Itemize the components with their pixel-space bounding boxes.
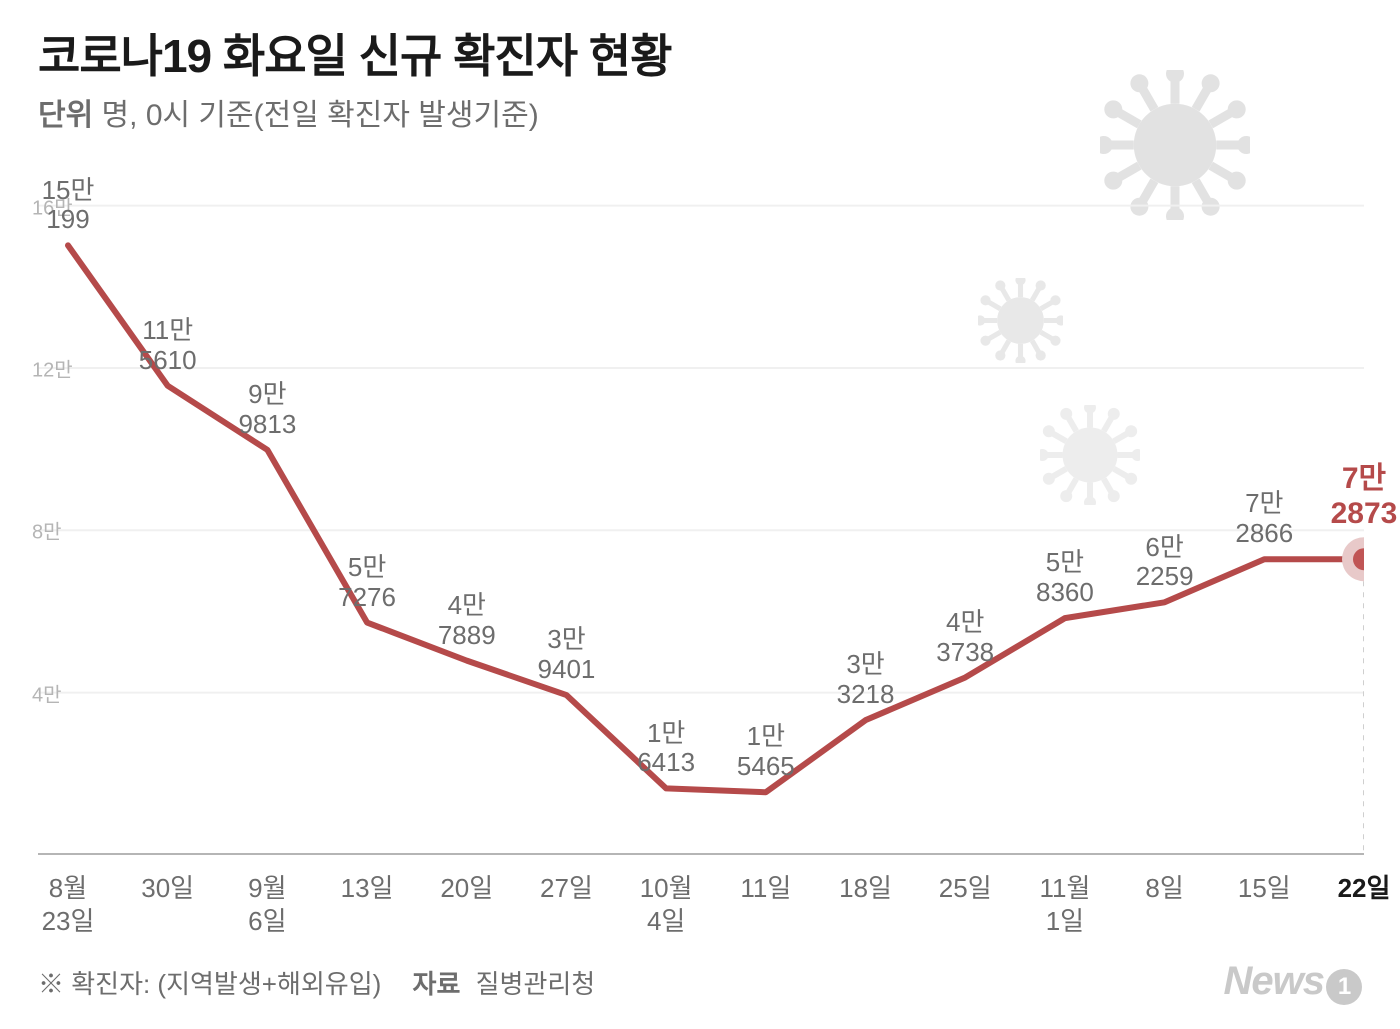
y-axis-tick: 4만 xyxy=(32,678,62,707)
data-point-label: 3만3218 xyxy=(837,650,895,710)
x-axis-tick: 11월1일 xyxy=(1039,872,1090,937)
x-axis-tick: 10월4일 xyxy=(640,872,693,937)
logo-text: News xyxy=(1224,959,1325,1003)
x-axis-tick: 30일 xyxy=(141,872,194,905)
x-axis-tick: 27일 xyxy=(540,872,593,905)
subtitle-unit-text: 명, 0시 기준(전일 확진자 발생기준) xyxy=(102,99,539,132)
x-axis-tick: 15일 xyxy=(1238,872,1291,905)
chart-title: 코로나19 화요일 신규 확진자 현황 xyxy=(38,20,671,86)
news1-logo: News1 xyxy=(1224,959,1363,1005)
data-point-label: 1만6413 xyxy=(637,719,695,779)
footer-source-label: 자료 xyxy=(413,969,461,999)
subtitle-unit-label: 단위 xyxy=(38,99,93,132)
x-axis-tick: 9월6일 xyxy=(248,872,286,937)
data-point-label: 1만5465 xyxy=(737,722,795,782)
data-point-label: 3만9401 xyxy=(538,625,596,685)
y-axis-tick: 8만 xyxy=(32,516,62,545)
line-chart-svg xyxy=(38,165,1364,855)
chart-subtitle: 단위 명, 0시 기준(전일 확진자 발생기준) xyxy=(38,90,539,134)
data-point-label: 4만7889 xyxy=(438,591,496,651)
x-axis-tick: 25일 xyxy=(939,872,992,905)
chart-area: 4만8만12만16만15만19911만56109만98135만72764만788… xyxy=(38,165,1364,855)
data-point-label: 9만9813 xyxy=(238,380,296,440)
x-axis-tick: 8일 xyxy=(1145,872,1183,905)
footer-source-text: 질병관리청 xyxy=(476,969,596,999)
y-axis-tick: 12만 xyxy=(32,353,73,382)
x-axis-tick: 8월23일 xyxy=(42,872,95,937)
data-point-label: 5만8360 xyxy=(1036,548,1094,608)
x-axis-tick: 22일 xyxy=(1338,872,1391,905)
footer-note: ※ 확진자: (지역발생+해외유입) xyxy=(38,969,381,999)
data-point-label: 7만2873 xyxy=(1331,462,1398,531)
x-axis-tick: 13일 xyxy=(341,872,394,905)
logo-one: 1 xyxy=(1326,969,1362,1005)
x-axis-tick: 11일 xyxy=(740,872,791,905)
data-point-label: 15만199 xyxy=(42,176,95,236)
data-point-label: 6만2259 xyxy=(1136,533,1194,593)
x-axis-tick: 18일 xyxy=(839,872,892,905)
chart-footer: ※ 확진자: (지역발생+해외유입) 자료 질병관리청 xyxy=(38,964,595,1001)
data-point-label: 5만7276 xyxy=(338,553,396,613)
data-point-label: 4만3738 xyxy=(936,608,994,668)
data-point-label: 7만2866 xyxy=(1235,489,1293,549)
x-axis-tick: 20일 xyxy=(440,872,493,905)
data-point-label: 11만5610 xyxy=(139,316,197,376)
